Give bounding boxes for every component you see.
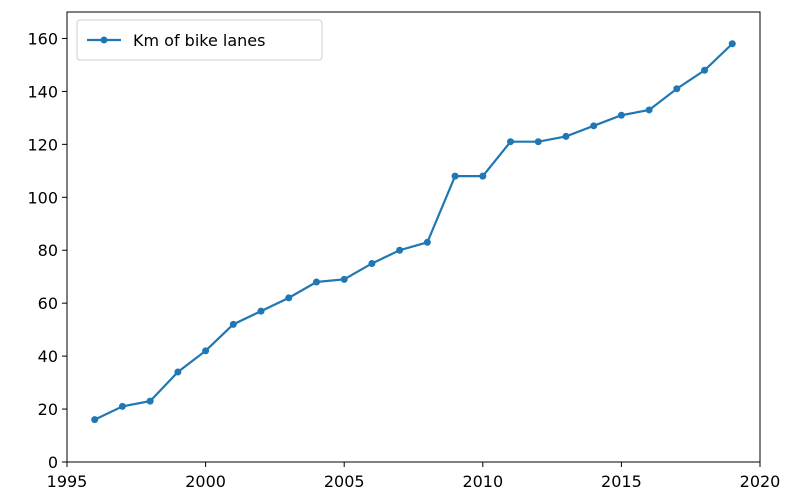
y-tick-label: 100 [27,188,58,207]
x-tick-label: 1995 [47,472,88,491]
data-point [285,294,293,302]
data-point [701,66,709,74]
data-point [562,132,570,140]
data-point [617,111,625,119]
data-point [590,122,598,130]
y-tick-label: 80 [38,241,58,260]
data-point [229,320,237,328]
x-tick-label: 2000 [185,472,226,491]
x-tick-label: 2005 [324,472,365,491]
data-point [507,138,515,146]
data-point [174,368,182,376]
y-tick-label: 0 [48,453,58,472]
data-point [645,106,653,114]
data-point [396,246,404,254]
x-tick-label: 2010 [462,472,503,491]
data-point [202,347,210,355]
data-point [312,278,320,286]
legend-box [76,19,323,61]
data-point [118,402,126,410]
y-tick-label: 20 [38,400,58,419]
data-point [479,172,487,180]
y-tick-label: 160 [27,29,58,48]
series-line [94,42,734,421]
legend-label: Km of bike lanes [133,31,265,50]
x-tick-label: 2015 [601,472,642,491]
data-point [728,40,736,48]
data-point [368,259,376,267]
y-tick-label: 40 [38,347,58,366]
data-point [146,397,154,405]
y-tick-label: 140 [27,82,58,101]
data-point [257,307,265,315]
data-point [534,138,542,146]
x-tick-label: 2020 [740,472,781,491]
data-point [423,238,431,246]
data-point [91,416,99,424]
plot-frame [66,11,761,463]
y-tick-label: 120 [27,135,58,154]
data-point [673,85,681,93]
data-point [451,172,459,180]
legend-marker [100,36,108,44]
data-point [340,275,348,283]
y-tick-label: 60 [38,294,58,313]
